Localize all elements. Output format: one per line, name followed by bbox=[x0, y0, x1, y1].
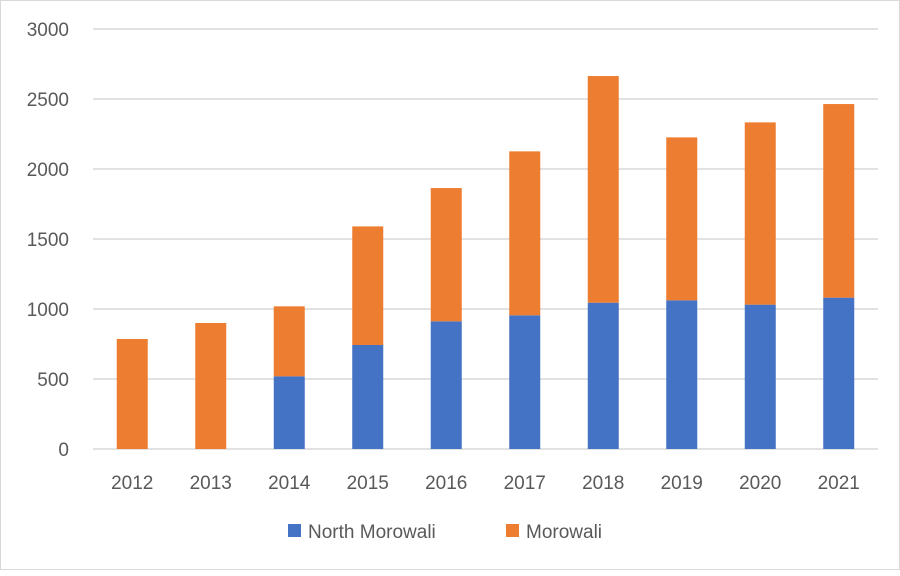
y-tick-label: 2500 bbox=[27, 90, 69, 111]
bar-morowali-2017 bbox=[509, 151, 541, 316]
bar-north-morowali-2020 bbox=[744, 304, 776, 449]
bar-morowali-2021 bbox=[823, 104, 855, 298]
legend-swatch bbox=[288, 524, 301, 537]
legend-label: Morowali bbox=[526, 522, 602, 543]
x-tick-label: 2018 bbox=[582, 473, 624, 494]
y-tick-label: 1000 bbox=[27, 300, 69, 321]
bar-morowali-2015 bbox=[352, 226, 384, 345]
bar-north-morowali-2014 bbox=[273, 376, 305, 449]
x-tick-label: 2013 bbox=[190, 473, 232, 494]
bar-morowali-2014 bbox=[273, 306, 305, 377]
x-tick-label: 2012 bbox=[111, 473, 153, 494]
bar-north-morowali-2016 bbox=[430, 321, 462, 449]
bar-north-morowali-2018 bbox=[587, 302, 619, 449]
x-tick-label: 2017 bbox=[504, 473, 546, 494]
bar-north-morowali-2017 bbox=[509, 315, 541, 449]
legend-swatch bbox=[506, 524, 519, 537]
x-tick-label: 2014 bbox=[268, 473, 311, 494]
bar-north-morowali-2019 bbox=[666, 300, 698, 449]
bar-morowali-2016 bbox=[430, 188, 462, 322]
bar-north-morowali-2015 bbox=[352, 344, 384, 449]
bar-morowali-2020 bbox=[744, 122, 776, 305]
legend-label: North Morowali bbox=[308, 522, 436, 543]
bar-morowali-2019 bbox=[666, 137, 698, 301]
y-tick-label: 1500 bbox=[27, 230, 69, 251]
x-tick-label: 2016 bbox=[425, 473, 467, 494]
bar-morowali-2012 bbox=[116, 338, 148, 449]
y-tick-label: 500 bbox=[37, 370, 69, 391]
bar-morowali-2013 bbox=[195, 323, 227, 449]
y-tick-label: 2000 bbox=[27, 160, 69, 181]
y-tick-label: 3000 bbox=[27, 20, 69, 41]
y-tick-label: 0 bbox=[58, 440, 69, 461]
bar-north-morowali-2021 bbox=[823, 297, 855, 449]
x-tick-label: 2015 bbox=[347, 473, 389, 494]
x-tick-label: 2021 bbox=[818, 473, 860, 494]
bar-morowali-2018 bbox=[587, 76, 619, 303]
x-tick-label: 2019 bbox=[661, 473, 703, 494]
x-tick-label: 2020 bbox=[739, 473, 781, 494]
